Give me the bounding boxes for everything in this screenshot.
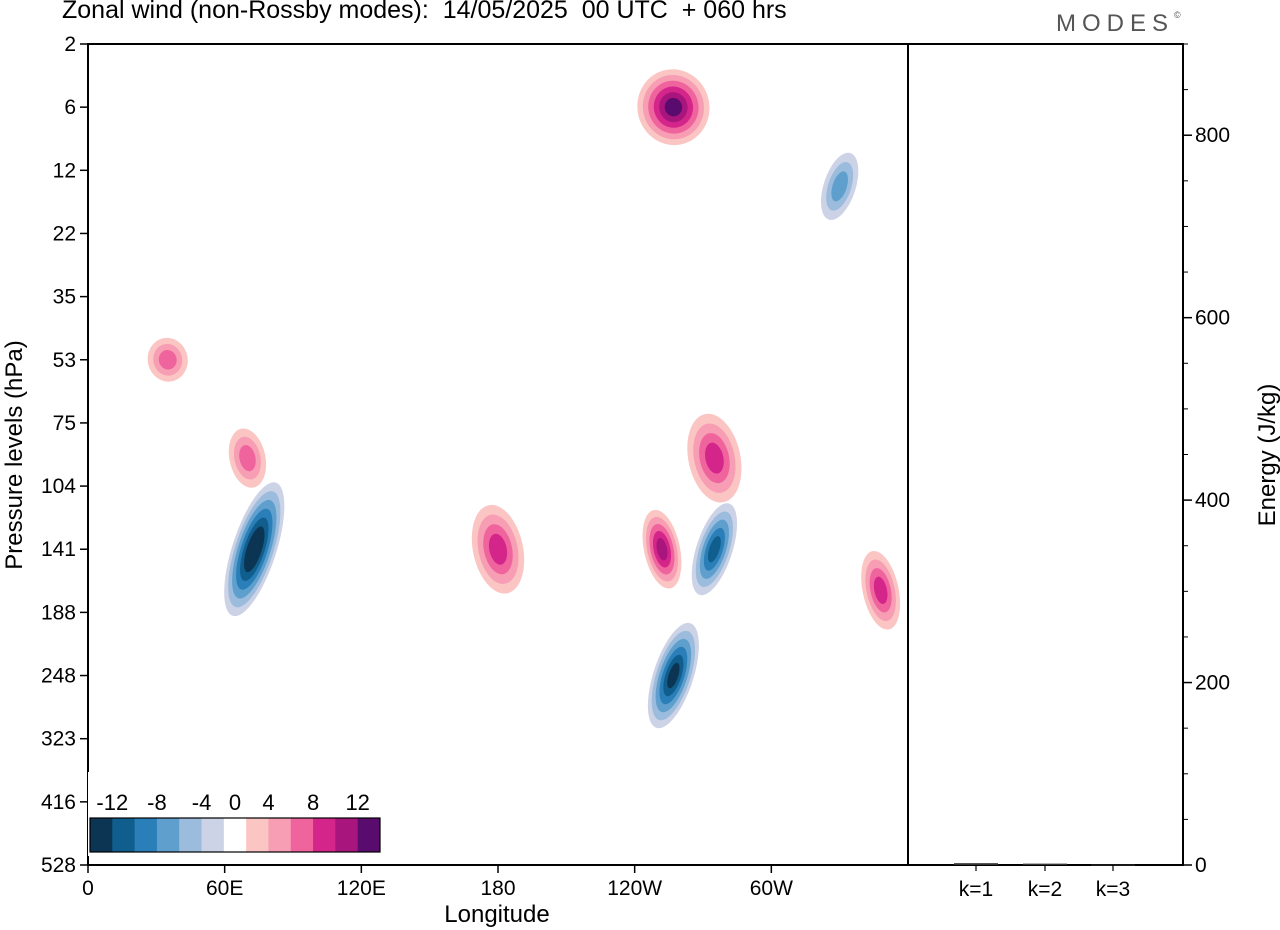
colorbar-swatch [290, 818, 314, 852]
x-tick-label: 60W [750, 877, 793, 900]
colorbar: -12 -8 -4 0 4 8 12 [88, 772, 384, 856]
wind-feature-positive-level-6 [664, 97, 683, 117]
wind-feature-positive-level-3 [158, 350, 177, 370]
energy-x-tick-label: k=1 [959, 878, 993, 901]
energy-y-tick-label: 400 [1195, 489, 1230, 512]
x-axis: 0 60E 120E 180 120W 60W [82, 865, 793, 900]
energy-bar-k=1 [954, 863, 998, 865]
y-tick-label: 248 [41, 665, 76, 688]
energy-bar-k=2 [1023, 863, 1067, 865]
wind-feature-negative-level-6 [667, 662, 680, 689]
wind-feature-negative-level-3 [831, 171, 848, 202]
wind-feature-positive-level-3 [239, 445, 256, 472]
y-tick-label: 416 [41, 791, 76, 814]
chart-title: Zonal wind (non-Rossby modes): 14/05/202… [62, 0, 787, 24]
colorbar-swatch [112, 818, 136, 852]
wind-feature-positive-level-5 [656, 538, 668, 561]
y-tick-label: 188 [41, 601, 76, 624]
energy-y-tick-label: 200 [1195, 672, 1230, 695]
colorbar-swatch [156, 818, 180, 852]
energy-axis-label: Energy (J/kg) [1254, 384, 1280, 527]
energy-bars: k=1 k=2 k=3 [954, 863, 1135, 901]
y-tick-label: 12 [53, 159, 76, 182]
colorbar-swatch [90, 818, 113, 852]
colorbar-tick-label: -12 [96, 790, 128, 815]
energy-x-tick-label: k=2 [1028, 878, 1062, 901]
wind-field [147, 69, 901, 729]
heatmap-frame [87, 43, 909, 866]
y-tick-label: 104 [41, 475, 76, 498]
y-axis: 2 6 12 22 35 53 75 104 141 188 248 323 416 528 [41, 33, 88, 877]
colorbar-swatch [179, 818, 203, 852]
y-tick-label: 2 [64, 33, 76, 56]
colorbar-tick-label: 8 [307, 790, 319, 815]
x-tick-label: 60E [206, 877, 243, 900]
colorbar-frame [89, 817, 381, 853]
colorbar-swatch [335, 818, 359, 852]
colorbar-tick-label: 12 [345, 790, 369, 815]
y-tick-label: 22 [53, 222, 76, 245]
wind-feature-positive-level-4 [488, 533, 508, 565]
colorbar-swatch [134, 818, 158, 852]
y-tick-label: 528 [41, 854, 76, 877]
colorbar-tick-label: 0 [229, 790, 241, 815]
energy-y-tick-label: 600 [1195, 307, 1230, 330]
y-tick-label: 141 [41, 538, 76, 561]
wind-feature-positive-level-4 [704, 442, 724, 474]
y-tick-label: 323 [41, 728, 76, 751]
y-axis-label: Pressure levels (hPa) [1, 340, 28, 569]
colorbar-swatch [246, 818, 269, 852]
y-tick-label: 53 [53, 349, 76, 372]
logo-text: MODES [1056, 10, 1175, 37]
wind-feature-negative-level-7 [247, 535, 261, 564]
modes-logo: MODES© [1056, 10, 1181, 37]
y-tick-label: 75 [53, 412, 76, 435]
x-tick-label: 180 [480, 877, 515, 900]
energy-y-tick-label: 0 [1195, 854, 1207, 877]
colorbar-tick-label: -8 [147, 790, 167, 815]
colorbar-swatch [201, 818, 225, 852]
colorbar-swatch [357, 818, 381, 852]
colorbar-swatch [313, 818, 336, 852]
x-axis-label: Longitude [444, 901, 549, 928]
energy-axis: 0 200 400 600 800 [1183, 43, 1230, 877]
energy-x-tick-label: k=3 [1096, 878, 1130, 901]
y-tick-label: 35 [53, 286, 76, 309]
wind-feature-negative-level-5 [707, 536, 721, 563]
energy-y-tick-label: 800 [1195, 124, 1230, 147]
colorbar-tick-label: -4 [192, 790, 212, 815]
wind-feature-positive-level-4 [873, 576, 888, 604]
x-tick-label: 120E [337, 877, 386, 900]
x-tick-label: 120W [607, 877, 662, 900]
colorbar-swatch [268, 818, 292, 852]
x-tick-label: 0 [82, 877, 94, 900]
colorbar-tick-label: 4 [262, 790, 274, 815]
colorbar-swatch [223, 818, 247, 852]
y-tick-label: 6 [64, 96, 76, 119]
energy-frame [907, 43, 1184, 866]
